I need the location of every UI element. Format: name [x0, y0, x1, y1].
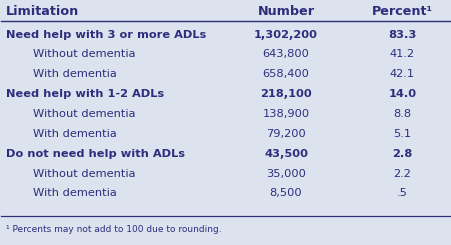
Text: Need help with 3 or more ADLs: Need help with 3 or more ADLs: [6, 30, 206, 40]
Text: 41.2: 41.2: [390, 49, 415, 60]
Text: 43,500: 43,500: [264, 149, 308, 159]
Text: 2.8: 2.8: [392, 149, 413, 159]
Text: Without dementia: Without dementia: [33, 49, 135, 60]
Text: 8.8: 8.8: [393, 109, 412, 119]
Text: 658,400: 658,400: [262, 69, 309, 79]
Text: With dementia: With dementia: [33, 69, 116, 79]
Text: 8,500: 8,500: [270, 188, 302, 198]
Text: Need help with 1-2 ADLs: Need help with 1-2 ADLs: [6, 89, 164, 99]
Text: Percent¹: Percent¹: [372, 5, 433, 18]
Text: Limitation: Limitation: [6, 5, 79, 18]
Text: .5: .5: [397, 188, 408, 198]
Text: 14.0: 14.0: [388, 89, 417, 99]
Text: 2.2: 2.2: [394, 169, 411, 179]
Text: 5.1: 5.1: [393, 129, 412, 139]
Text: 42.1: 42.1: [390, 69, 415, 79]
Text: With dementia: With dementia: [33, 129, 116, 139]
Text: 218,100: 218,100: [260, 89, 312, 99]
Text: 35,000: 35,000: [266, 169, 306, 179]
Text: With dementia: With dementia: [33, 188, 116, 198]
Text: Do not need help with ADLs: Do not need help with ADLs: [6, 149, 185, 159]
Text: Number: Number: [258, 5, 315, 18]
Text: Without dementia: Without dementia: [33, 109, 135, 119]
Text: 1,302,200: 1,302,200: [254, 30, 318, 40]
Text: 83.3: 83.3: [388, 30, 417, 40]
Text: Without dementia: Without dementia: [33, 169, 135, 179]
Text: 643,800: 643,800: [262, 49, 309, 60]
Text: 79,200: 79,200: [266, 129, 306, 139]
Text: ¹ Percents may not add to 100 due to rounding.: ¹ Percents may not add to 100 due to rou…: [6, 225, 221, 234]
Text: 138,900: 138,900: [262, 109, 309, 119]
